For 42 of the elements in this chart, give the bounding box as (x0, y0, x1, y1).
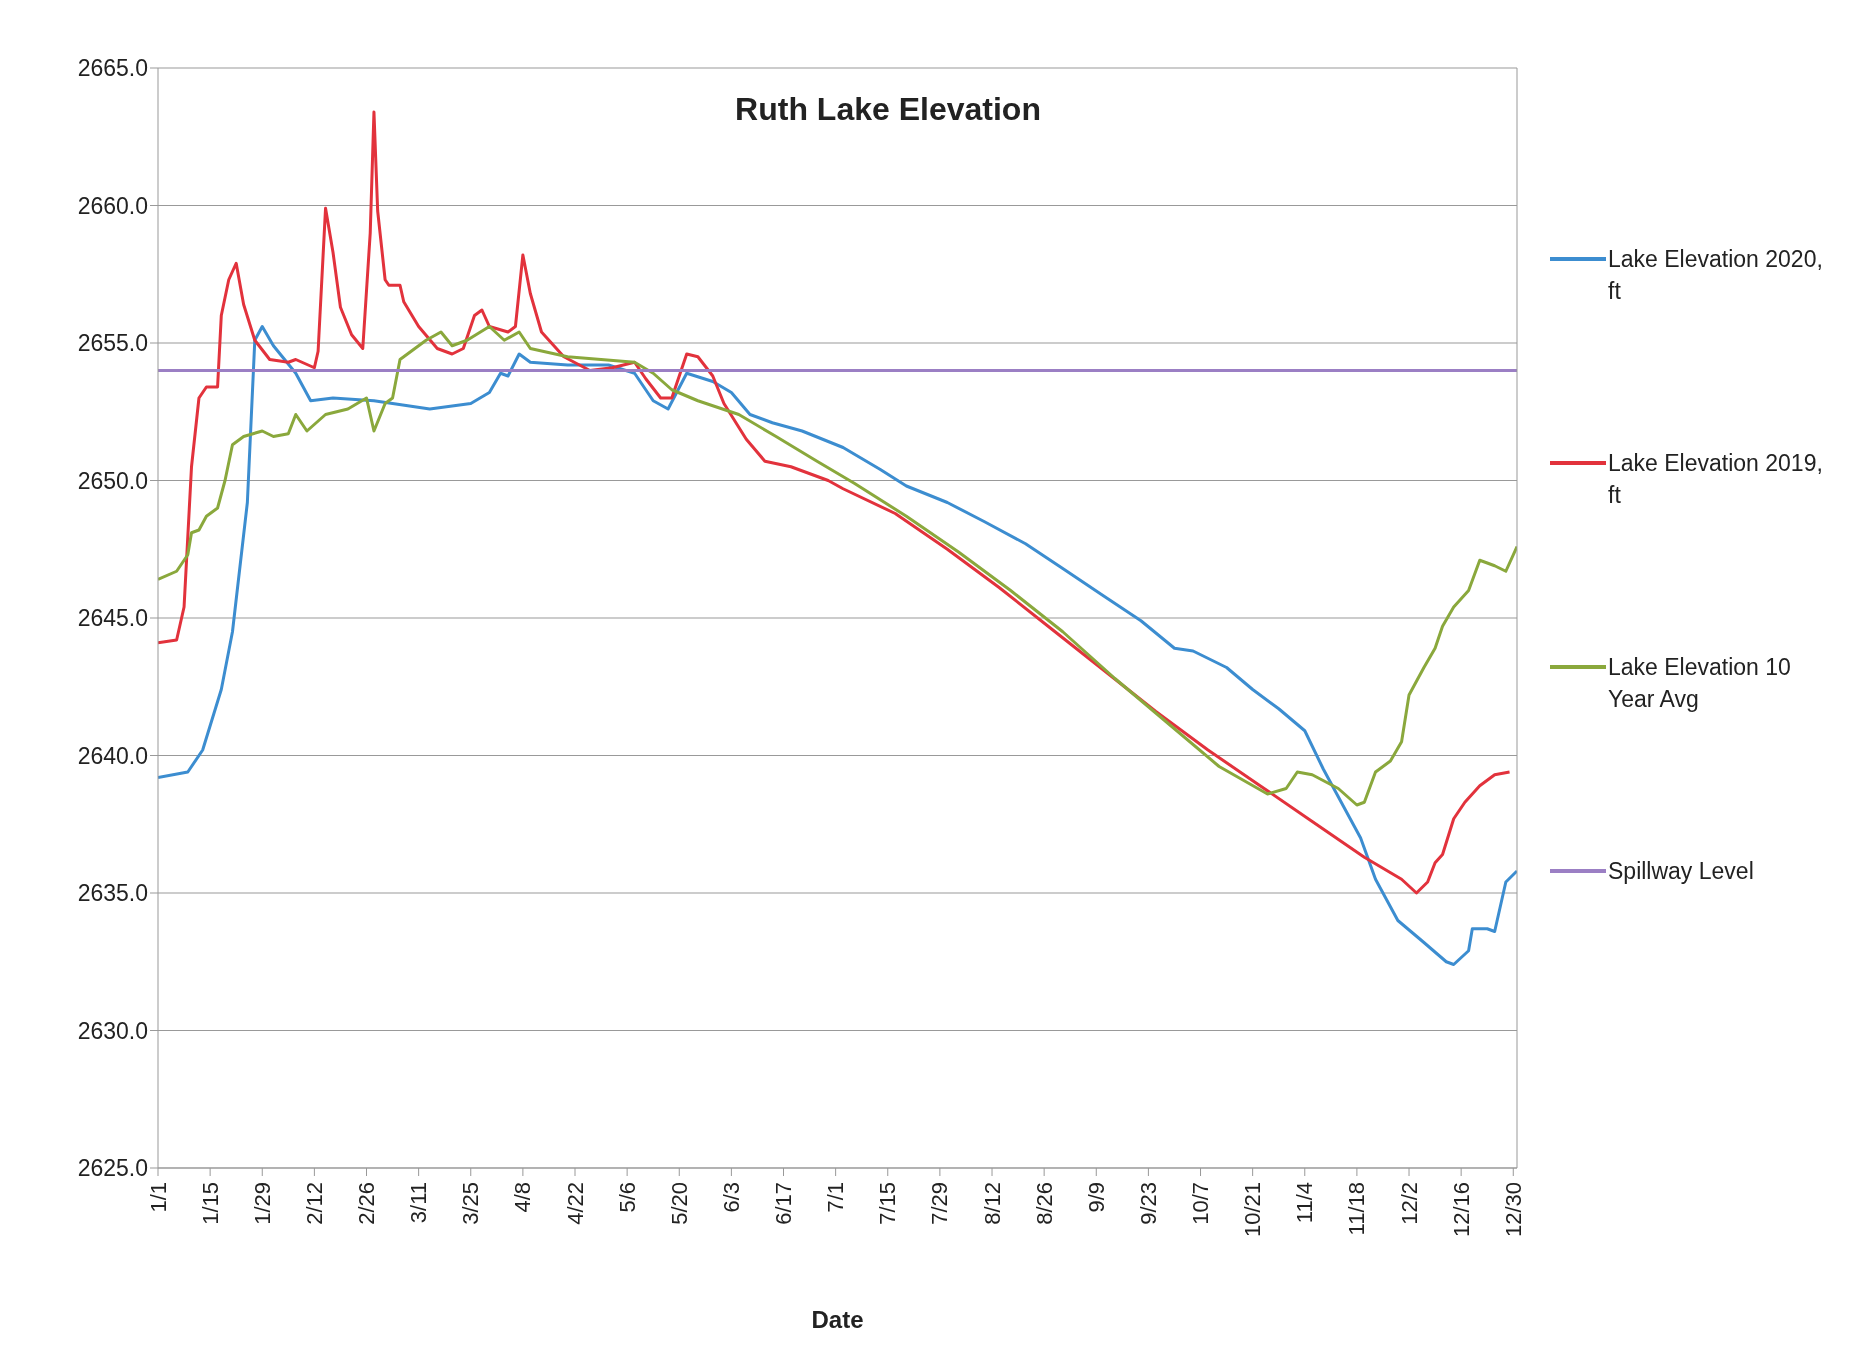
x-tick-label: 8/26 (1031, 1182, 1057, 1225)
y-tick-label: 2655.0 (77, 330, 148, 357)
y-tick-label: 2625.0 (77, 1155, 148, 1182)
x-tick-label: 3/25 (458, 1182, 484, 1225)
x-tick-label: 6/17 (771, 1182, 797, 1225)
text: Ruth Lake Elevation (735, 91, 1041, 127)
y-tick-label: 2650.0 (77, 467, 148, 494)
x-tick-label: 7/15 (875, 1182, 901, 1225)
legend-label: Lake Elevation 10 Year Avg (1608, 653, 1792, 714)
x-tick-label: 9/23 (1135, 1182, 1161, 1225)
x-tick-label: 4/8 (510, 1182, 536, 1213)
x-tick-label: 5/20 (666, 1182, 692, 1225)
x-tick-label: 3/11 (406, 1182, 432, 1224)
x-tick-label: 6/3 (718, 1182, 744, 1213)
x-tick-label: 11/4 (1292, 1182, 1318, 1224)
x-tick-label: 12/2 (1396, 1182, 1422, 1225)
legend-label: Spillway Level (1608, 857, 1755, 886)
x-tick-label: 1/1 (145, 1182, 171, 1213)
x-tick-label: 8/12 (979, 1182, 1005, 1225)
x-tick-label: 5/6 (614, 1182, 640, 1213)
x-tick-label: 12/30 (1500, 1182, 1526, 1238)
x-tick-label: 4/22 (562, 1182, 588, 1225)
legend-label: Lake Elevation 2019, ft (1608, 449, 1823, 510)
x-tick-label: 7/1 (823, 1182, 849, 1213)
x-tick-label: 2/12 (301, 1182, 327, 1225)
x-tick-label: 10/7 (1188, 1182, 1214, 1225)
x-tick-label: 9/9 (1083, 1182, 1109, 1213)
x-tick-label: 7/29 (927, 1182, 953, 1225)
y-tick-label: 2665.0 (77, 55, 148, 82)
x-tick-label: 10/21 (1240, 1182, 1266, 1238)
x-tick-label: 11/18 (1344, 1182, 1370, 1236)
y-tick-label: 2635.0 (77, 880, 148, 907)
x-tick-label: 12/16 (1448, 1182, 1474, 1238)
x-tick-label: 1/15 (197, 1182, 223, 1225)
y-tick-label: 2645.0 (77, 605, 148, 632)
x-axis-title: Date (811, 1306, 864, 1333)
y-tick-label: 2640.0 (77, 742, 148, 769)
y-tick-label: 2660.0 (77, 192, 148, 219)
x-tick-label: 1/29 (249, 1182, 275, 1225)
legend-label: Lake Elevation 2020, ft (1608, 245, 1823, 306)
y-tick-label: 2630.0 (77, 1017, 148, 1044)
x-tick-label: 2/26 (354, 1182, 379, 1225)
